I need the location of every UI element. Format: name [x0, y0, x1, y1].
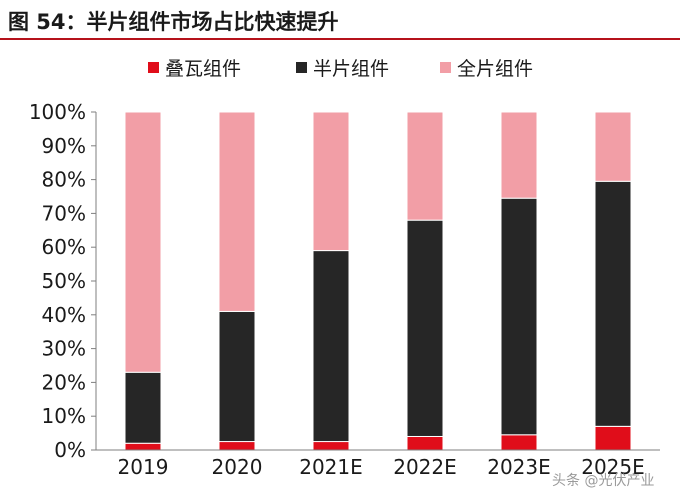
x-tick-label: 2022E	[393, 455, 457, 479]
bar-segment	[500, 434, 538, 451]
bar-segment	[312, 111, 350, 252]
watermark: 头条 @光伏产业	[552, 473, 655, 489]
x-tick-label: 2019	[118, 455, 169, 479]
bar-segment	[124, 371, 162, 444]
bar-segment	[500, 111, 538, 199]
y-tick-label: 100%	[29, 100, 86, 124]
bar-segment	[218, 310, 256, 443]
y-tick-label: 80%	[42, 168, 86, 192]
y-tick-label: 10%	[42, 404, 86, 428]
bar-segment	[406, 111, 444, 221]
y-tick-label: 90%	[42, 134, 86, 158]
legend-label: 全片组件	[457, 58, 533, 80]
bar-segment	[594, 111, 632, 182]
y-tick-label: 60%	[42, 235, 86, 259]
bar-segment	[312, 250, 350, 443]
bar-segment	[312, 441, 350, 451]
bar-segment	[594, 425, 632, 451]
x-tick-label: 2023E	[487, 455, 551, 479]
legend-swatch	[148, 62, 159, 73]
figure-title: 图 54：半片组件市场占比快速提升	[8, 10, 339, 34]
bar-segment	[124, 111, 162, 373]
y-tick-label: 0%	[54, 438, 86, 462]
x-tick-label: 2025E	[581, 455, 645, 479]
y-tick-label: 50%	[42, 269, 86, 293]
x-tick-label: 2020	[212, 455, 263, 479]
legend-swatch	[296, 62, 307, 73]
legend-label: 叠瓦组件	[165, 58, 241, 80]
title-rule	[0, 38, 680, 40]
y-tick-label: 70%	[42, 201, 86, 225]
y-tick-label: 40%	[42, 303, 86, 327]
y-tick-label: 30%	[42, 337, 86, 361]
bar-segment	[406, 435, 444, 451]
bar-segment	[406, 219, 444, 437]
bar-segment	[124, 442, 162, 451]
bar-segment	[594, 180, 632, 427]
y-tick-label: 20%	[42, 370, 86, 394]
bar-segment	[218, 441, 256, 451]
bar-segment	[218, 111, 256, 312]
legend-label: 半片组件	[313, 58, 389, 80]
bar-segment	[500, 197, 538, 436]
x-tick-label: 2021E	[299, 455, 363, 479]
legend-swatch	[440, 62, 451, 73]
